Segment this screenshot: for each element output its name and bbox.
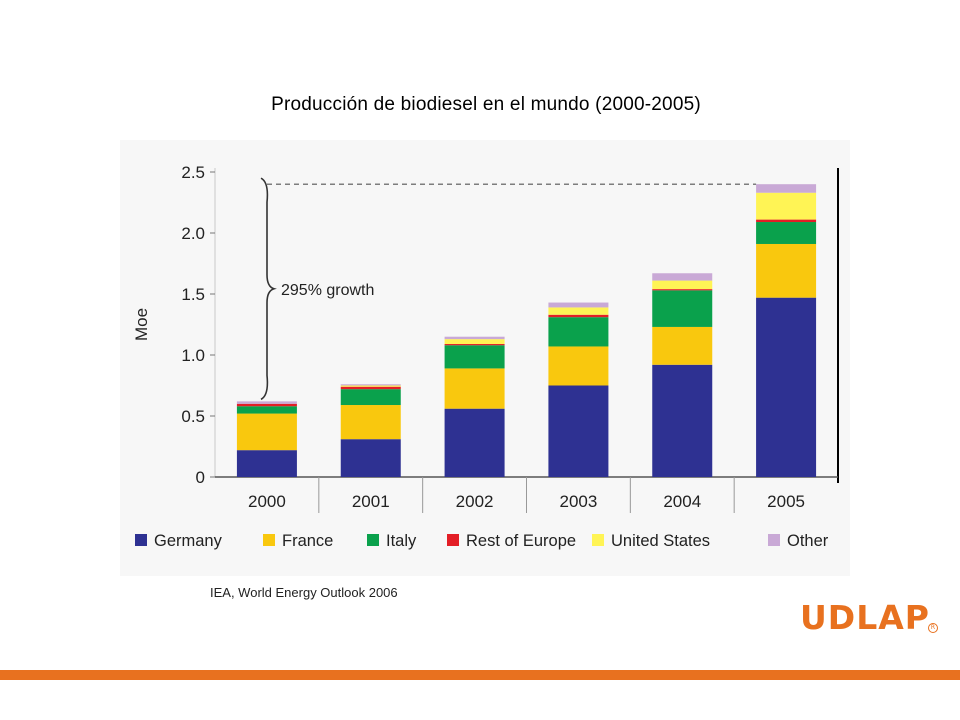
bar-rest-of-europe-2005 xyxy=(756,219,817,223)
bar-other-2003 xyxy=(548,302,609,308)
chart-panel: 0 0.5 1.0 1.5 2.0 2.5 Moe 2000 2001 2002 2003 2004 2… xyxy=(120,140,850,576)
x-tick-label: 2005 xyxy=(767,492,805,511)
registered-mark-icon: R xyxy=(928,623,938,633)
bar-france-2003 xyxy=(548,346,609,386)
bar-italy-2004 xyxy=(652,290,713,327)
slide-title: Producción de biodiesel en el mundo (200… xyxy=(271,94,701,115)
bar-italy-2000 xyxy=(236,406,297,414)
bar-rest-of-europe-2004 xyxy=(652,289,713,291)
legend-label: Rest of Europe xyxy=(466,532,576,550)
bar-united-states-2002 xyxy=(444,339,505,345)
y-tick-label: 2.0 xyxy=(181,224,205,243)
legend-swatch-rest-of-europe xyxy=(447,534,459,546)
bar-germany-2005 xyxy=(756,297,817,477)
bar-other-2000 xyxy=(236,401,297,404)
bar-united-states-2004 xyxy=(652,280,713,290)
bar-italy-2001 xyxy=(340,389,401,406)
bar-france-2004 xyxy=(652,326,713,365)
bar-italy-2002 xyxy=(444,345,505,369)
y-axis-label: Moe xyxy=(132,308,151,341)
x-tick-label: 2000 xyxy=(248,492,286,511)
bar-france-2001 xyxy=(340,405,401,440)
bar-germany-2001 xyxy=(340,439,401,477)
bar-germany-2000 xyxy=(236,450,297,477)
y-tick-label: 1.0 xyxy=(181,346,205,365)
bar-france-2000 xyxy=(236,413,297,451)
legend-label: France xyxy=(282,532,333,550)
bar-italy-2003 xyxy=(548,317,609,347)
growth-annotation: 295% growth xyxy=(281,282,374,299)
legend-label: Germany xyxy=(154,532,223,550)
legend-label: Other xyxy=(787,532,829,550)
legend-swatch-united-states xyxy=(592,534,604,546)
y-tick-label: 1.5 xyxy=(181,285,205,304)
bar-united-states-2005 xyxy=(756,192,817,220)
legend-swatch-germany xyxy=(135,534,147,546)
footer-accent-bar xyxy=(0,670,960,680)
bar-other-2005 xyxy=(756,184,817,193)
bar-other-2001 xyxy=(340,384,401,386)
bar-rest-of-europe-2001 xyxy=(340,386,401,390)
x-tick-label: 2001 xyxy=(352,492,390,511)
legend-label: Italy xyxy=(386,532,417,550)
bar-rest-of-europe-2003 xyxy=(548,314,609,318)
legend-swatch-france xyxy=(263,534,275,546)
bar-italy-2005 xyxy=(756,222,817,244)
udlap-logo: UDLAP xyxy=(800,598,930,637)
bar-other-2002 xyxy=(444,336,505,340)
bar-france-2002 xyxy=(444,368,505,409)
source-citation: IEA, World Energy Outlook 2006 xyxy=(210,585,398,600)
bar-united-states-2003 xyxy=(548,307,609,315)
y-tick-label: 2.5 xyxy=(181,163,205,182)
bar-germany-2003 xyxy=(548,385,609,477)
bar-france-2005 xyxy=(756,243,817,298)
legend-label: United States xyxy=(611,532,710,550)
bar-united-states-2001 xyxy=(340,385,401,387)
bar-other-2004 xyxy=(652,273,713,281)
x-tick-label: 2002 xyxy=(456,492,494,511)
bar-germany-2004 xyxy=(652,364,713,477)
y-tick-label: 0.5 xyxy=(181,407,205,426)
legend-swatch-other xyxy=(768,534,780,546)
legend-swatch-italy xyxy=(367,534,379,546)
x-tick-label: 2003 xyxy=(560,492,598,511)
bar-rest-of-europe-2002 xyxy=(444,344,505,346)
stacked-bar-chart: 0 0.5 1.0 1.5 2.0 2.5 Moe 2000 2001 2002 2003 2004 2… xyxy=(132,163,839,550)
bar-germany-2002 xyxy=(444,408,505,477)
growth-brace xyxy=(260,177,277,401)
y-tick-label: 0 xyxy=(196,468,205,487)
bar-rest-of-europe-2000 xyxy=(236,403,297,407)
x-tick-label: 2004 xyxy=(663,492,701,511)
